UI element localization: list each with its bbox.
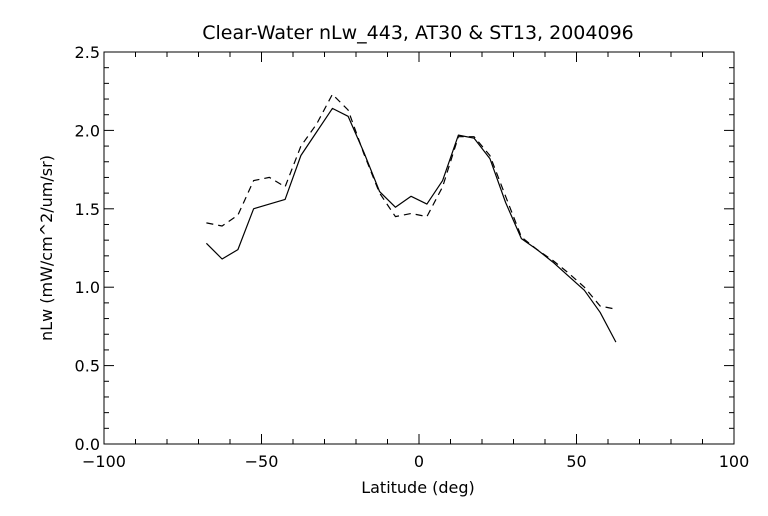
- solid-series-line: [205, 107, 617, 343]
- axis-ticks: [103, 51, 735, 445]
- y-tick-label: 2.5: [75, 43, 100, 62]
- y-tick-label: 2.0: [75, 121, 100, 140]
- axis-tick-labels: −100 −50 0 50 100 0.0 0.5 1.0 1.5 2.0 2.5: [75, 43, 750, 471]
- x-axis-label: Latitude (deg): [361, 478, 475, 497]
- chart-title: Clear-Water nLw_443, AT30 & ST13, 200409…: [202, 22, 634, 44]
- x-tick-label: 100: [719, 452, 750, 471]
- data-series: [205, 93, 617, 343]
- plot-frame: [103, 51, 735, 445]
- y-tick-label: 0.0: [75, 435, 100, 454]
- y-axis-label: nLw (mW/cm^2/um/sr): [37, 155, 56, 341]
- dashed-series-line: [206, 93, 617, 310]
- x-tick-label: 50: [566, 452, 586, 471]
- x-tick-label: 0: [414, 452, 424, 471]
- x-tick-label: −100: [82, 452, 126, 471]
- y-tick-label: 0.5: [75, 357, 100, 376]
- y-tick-label: 1.0: [75, 278, 100, 297]
- y-tick-label: 1.5: [75, 200, 100, 219]
- x-tick-label: −50: [245, 452, 279, 471]
